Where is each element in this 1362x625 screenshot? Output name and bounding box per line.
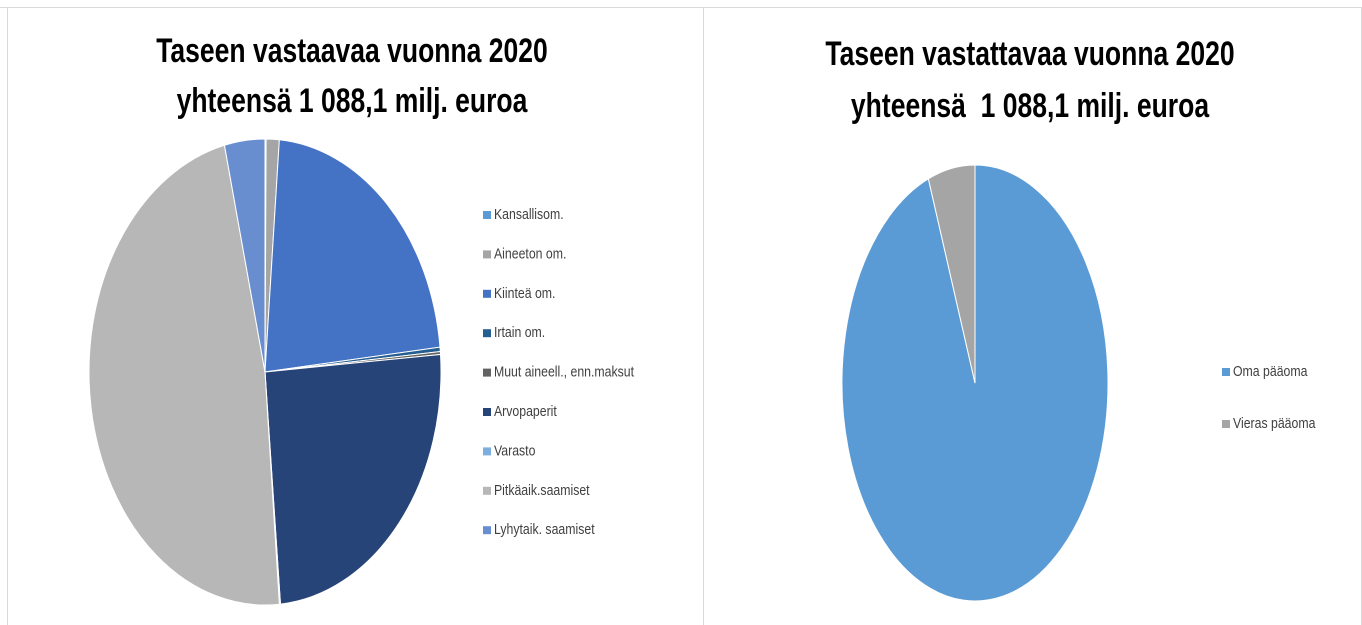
chart-subtitle: yhteensä 1 088,1 milj. euroa: [177, 82, 529, 120]
legend-label: Pitkäaik.saamiset: [494, 482, 590, 498]
legend-label: Irtain om.: [494, 324, 545, 340]
legend-swatch: [483, 368, 491, 377]
legend-label: Lyhytaik. saamiset: [494, 521, 595, 537]
legend-label: Arvopaperit: [494, 403, 557, 419]
pie-slice: [264, 139, 441, 373]
pie-slice: [88, 144, 280, 606]
legend-swatch: [483, 329, 491, 338]
chart-subtitle: yhteensä 1 088,1 milj. euroa: [851, 87, 1210, 125]
chart-title: Taseen vastattavaa vuonna 2020: [825, 35, 1234, 73]
legend-swatch: [483, 447, 491, 456]
legend-swatch: [483, 211, 491, 219]
pie-slice: [927, 164, 976, 384]
legend-label: Kansallisom.: [494, 206, 564, 222]
legend-label: Muut aineell., enn.maksut: [494, 363, 634, 379]
pie-slice: [264, 353, 442, 605]
legend-label: Kiinteä om.: [494, 285, 555, 301]
chart-title: Taseen vastaavaa vuonna 2020: [156, 32, 548, 70]
legend-swatch: [483, 486, 491, 495]
legend-swatch: [483, 250, 491, 259]
pie-slice: [223, 138, 266, 373]
legend-swatch: [1222, 420, 1230, 428]
legend-label: Oma pääoma: [1233, 363, 1308, 379]
legend-swatch: [483, 289, 491, 298]
legend-label: Vieras pääoma: [1233, 415, 1316, 431]
legend-swatch: [483, 526, 491, 535]
legend-swatch: [1222, 368, 1230, 376]
legend-label: Varasto: [494, 442, 536, 458]
legend-label: Aineeton om.: [494, 245, 566, 261]
legend-swatch: [483, 408, 491, 416]
